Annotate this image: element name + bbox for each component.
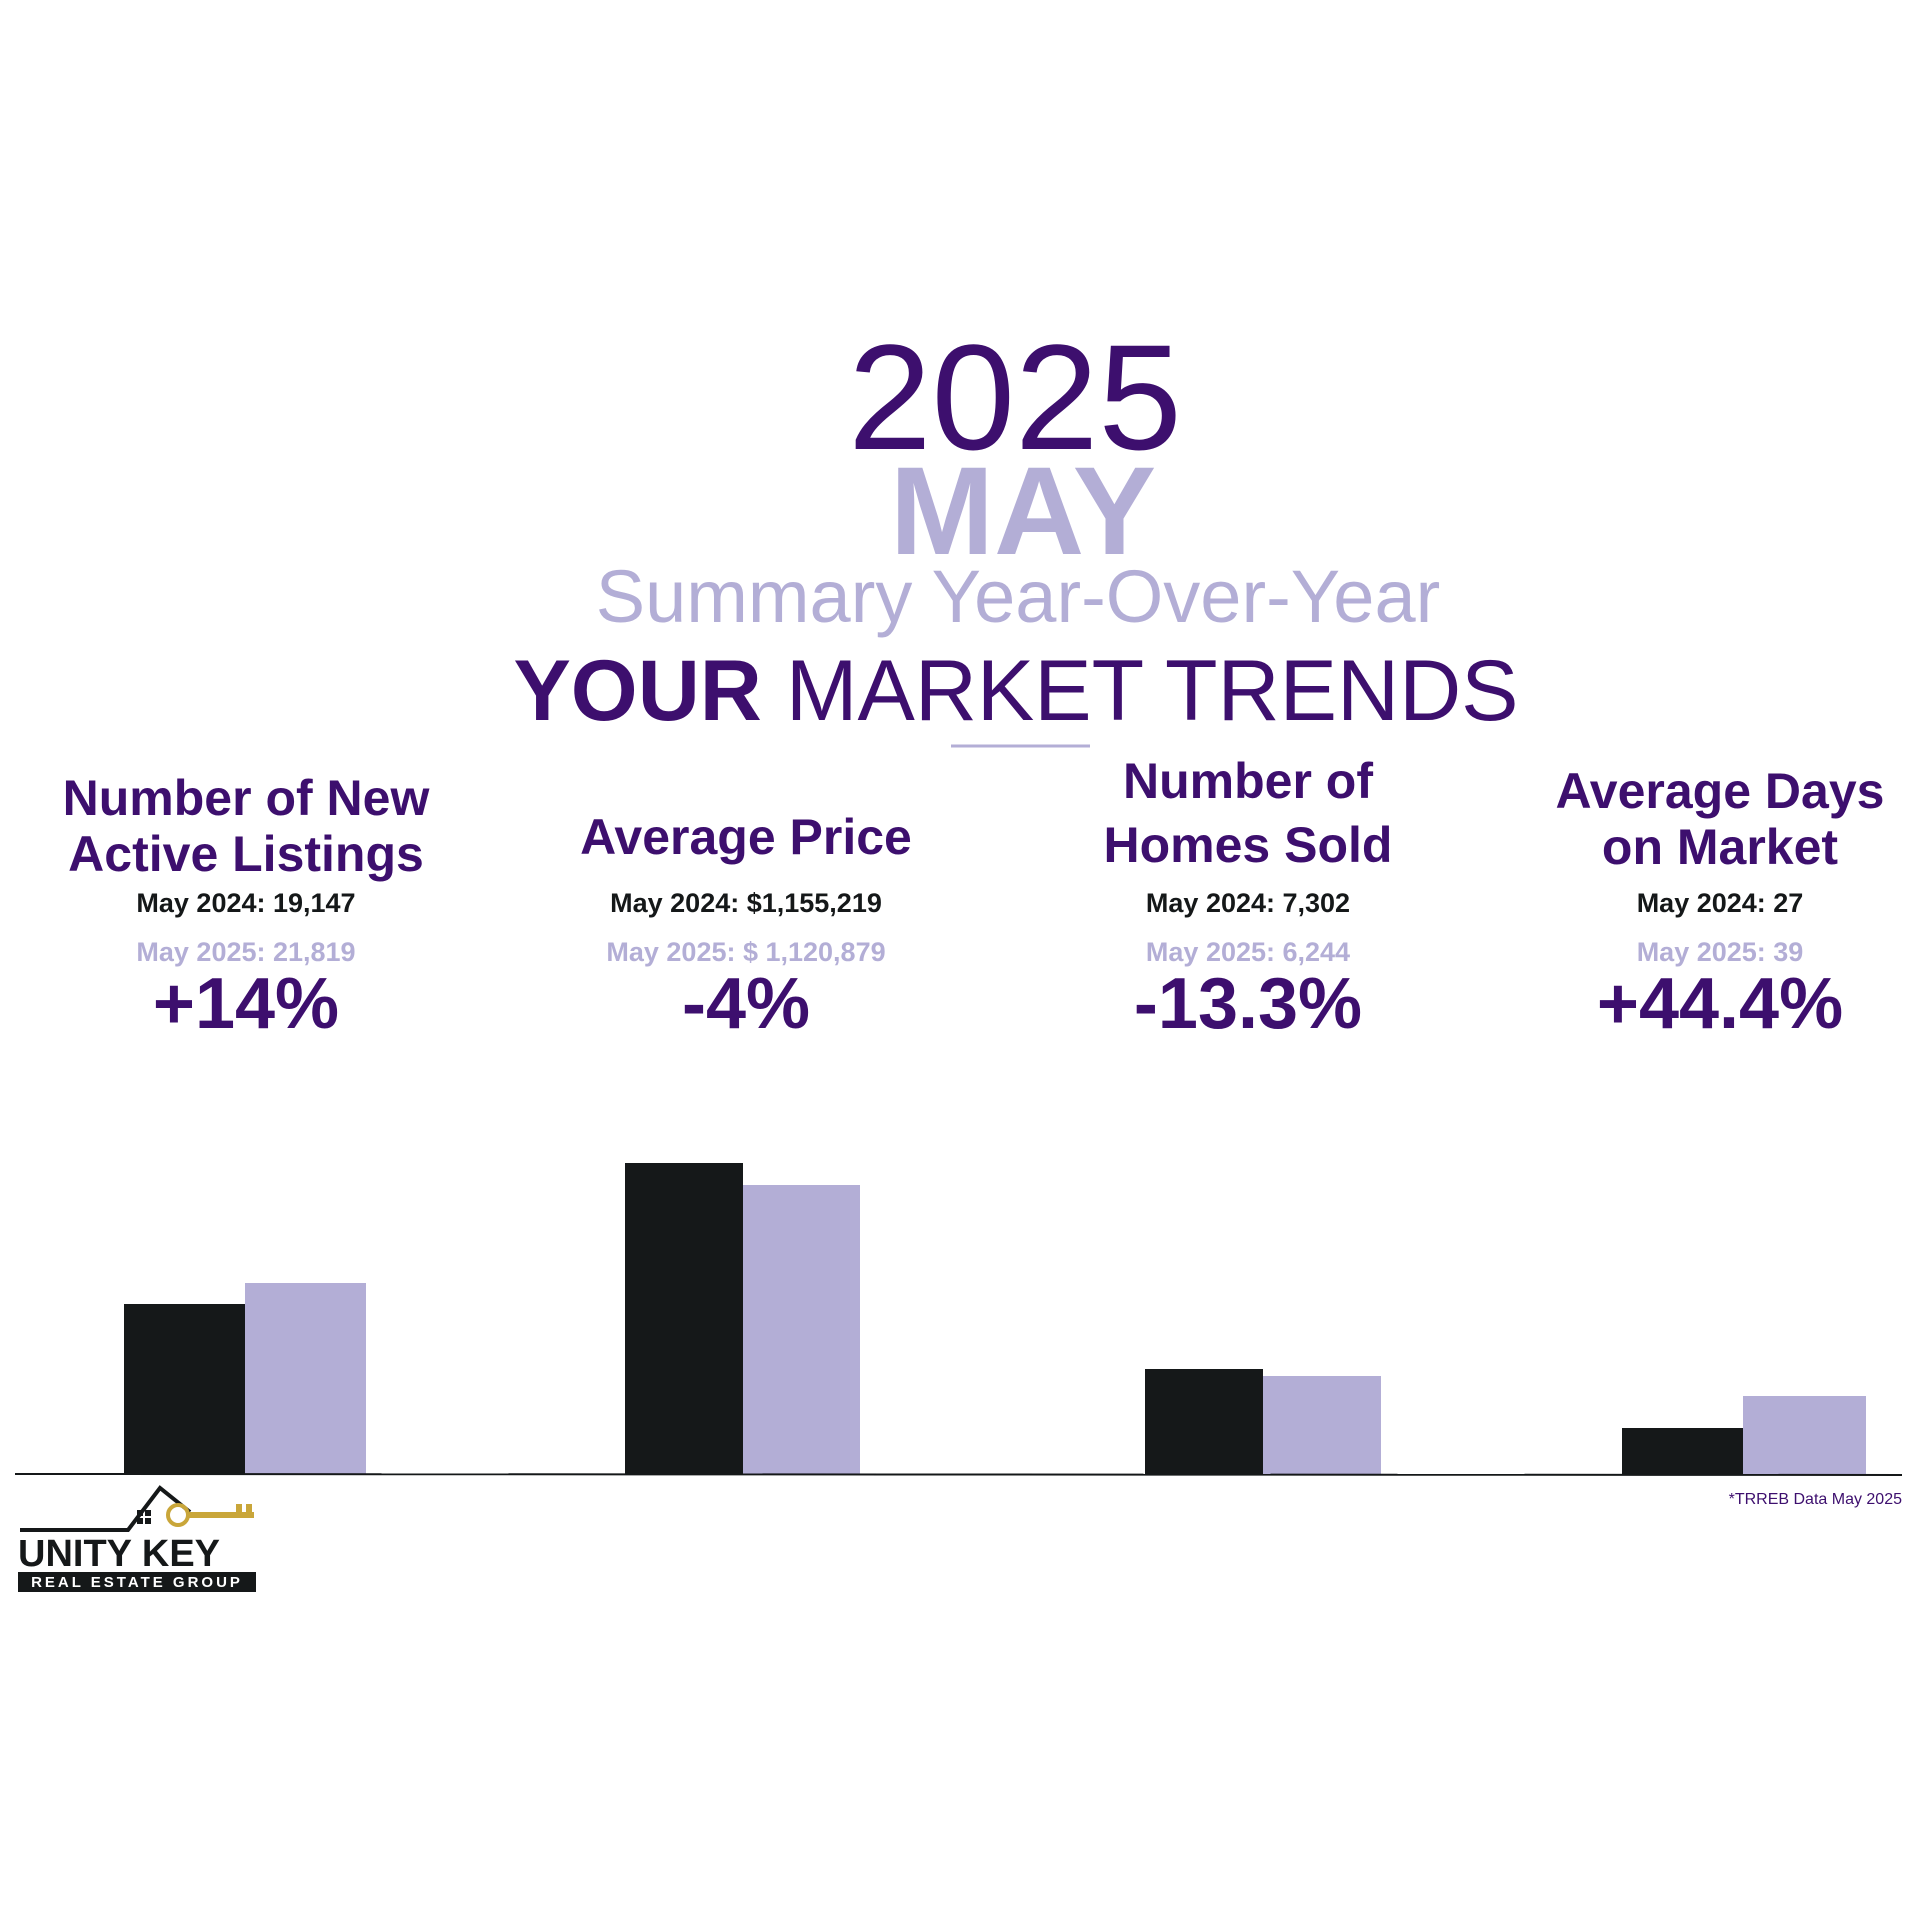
bar [245,1283,366,1474]
change: +44.4% [1597,964,1843,1044]
logo-key [236,1504,242,1513]
subtitle: Summary Year-Over-Year [596,555,1441,638]
bar [743,1185,860,1474]
current-value: May 2025: 39 [1637,937,1804,967]
metric-label: Number of [1123,753,1373,809]
logo-window [145,1518,151,1524]
logo: UNITY KEY REAL ESTATE GROUP [18,1485,256,1592]
logo-window [137,1518,143,1524]
current-value: May 2025: 21,819 [136,937,355,967]
previous-value: May 2024: 7,302 [1146,888,1350,918]
metric-label: Average Price [580,809,912,865]
logo-window [137,1510,143,1516]
footnote: *TRREB Data May 2025 [1729,1491,1903,1508]
change: -13.3% [1134,964,1362,1044]
title-bold: YOUR [513,643,761,739]
current-value: May 2025: $ 1,120,879 [606,937,885,967]
previous-value: May 2024: 19,147 [136,888,355,918]
logo-tagline-bar [18,1572,256,1592]
logo-house [20,1485,192,1532]
bar [1145,1369,1263,1474]
bars [14,1163,1903,1476]
year: 2025 [848,313,1182,481]
metric-label: Average Days [1556,763,1885,819]
metric-label: on Market [1602,819,1839,875]
logo-key [188,1512,254,1518]
metric-label: Active Listings [68,826,424,882]
bar [1622,1428,1743,1474]
logo-name: UNITY KEY [18,1533,220,1575]
logo-tagline: REAL ESTATE GROUP [31,1574,243,1591]
metric-label: Homes Sold [1104,817,1393,873]
logo-window [145,1510,151,1516]
bar [1263,1376,1381,1474]
change: +14% [153,964,339,1044]
previous-value: May 2024: $1,155,219 [610,888,882,918]
previous-value: May 2024: 27 [1637,888,1804,918]
current-value: May 2025: 6,244 [1146,937,1350,967]
title: YOUR MARKET TRENDS [513,643,1518,739]
bar [124,1304,245,1474]
metric-label: Number of New [63,770,430,826]
month: MAY [890,442,1156,581]
logo-key [246,1504,252,1513]
bar [1743,1396,1866,1474]
change: -4% [682,964,810,1044]
title-rest: MARKET TRENDS [786,643,1519,739]
baseline [14,1473,1903,1476]
bar [625,1163,743,1474]
